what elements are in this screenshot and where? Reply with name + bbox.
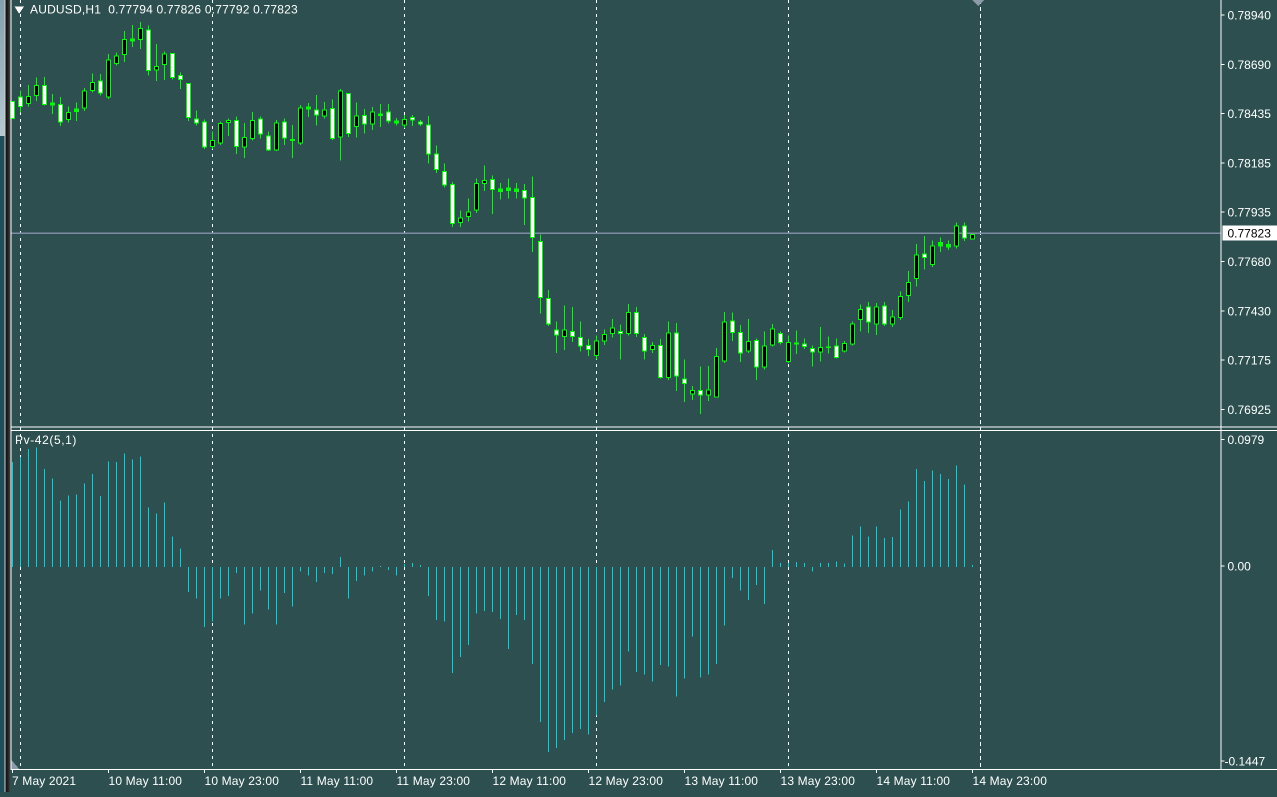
svg-text:Pv-42(5,1): Pv-42(5,1) [15, 433, 77, 447]
svg-text:13 May 23:00: 13 May 23:00 [781, 774, 856, 788]
svg-text:0.77823: 0.77823 [1228, 226, 1272, 240]
svg-text:AUDUSD,H1 0.77794 0.77826 0.7: AUDUSD,H1 0.77794 0.77826 0.77792 0.7782… [30, 3, 298, 17]
svg-text:0.00: 0.00 [1228, 560, 1252, 574]
svg-text:14 May 23:00: 14 May 23:00 [973, 774, 1048, 788]
svg-text:14 May 11:00: 14 May 11:00 [877, 774, 951, 788]
svg-text:0.77430: 0.77430 [1228, 304, 1272, 318]
svg-text:0.78690: 0.78690 [1228, 58, 1272, 72]
svg-text:0.78940: 0.78940 [1228, 9, 1272, 23]
svg-text:0.77680: 0.77680 [1228, 255, 1272, 269]
svg-text:12 May 11:00: 12 May 11:00 [493, 774, 567, 788]
svg-text:0.78185: 0.78185 [1228, 157, 1272, 171]
svg-text:12 May 23:00: 12 May 23:00 [589, 774, 664, 788]
svg-text:11 May 23:00: 11 May 23:00 [397, 774, 471, 788]
svg-text:0.78435: 0.78435 [1228, 107, 1272, 121]
svg-text:0.77935: 0.77935 [1228, 206, 1272, 220]
svg-text:0.77175: 0.77175 [1228, 354, 1272, 368]
svg-text:10 May 11:00: 10 May 11:00 [109, 774, 183, 788]
svg-text:10 May 23:00: 10 May 23:00 [205, 774, 280, 788]
svg-text:11 May 11:00: 11 May 11:00 [301, 774, 374, 788]
svg-text:0.0979: 0.0979 [1228, 433, 1265, 447]
svg-text:-0.1447: -0.1447 [1225, 755, 1266, 769]
svg-text:0.76925: 0.76925 [1228, 403, 1272, 417]
svg-text:13 May 11:00: 13 May 11:00 [685, 774, 759, 788]
svg-text:7 May 2021: 7 May 2021 [12, 774, 76, 788]
